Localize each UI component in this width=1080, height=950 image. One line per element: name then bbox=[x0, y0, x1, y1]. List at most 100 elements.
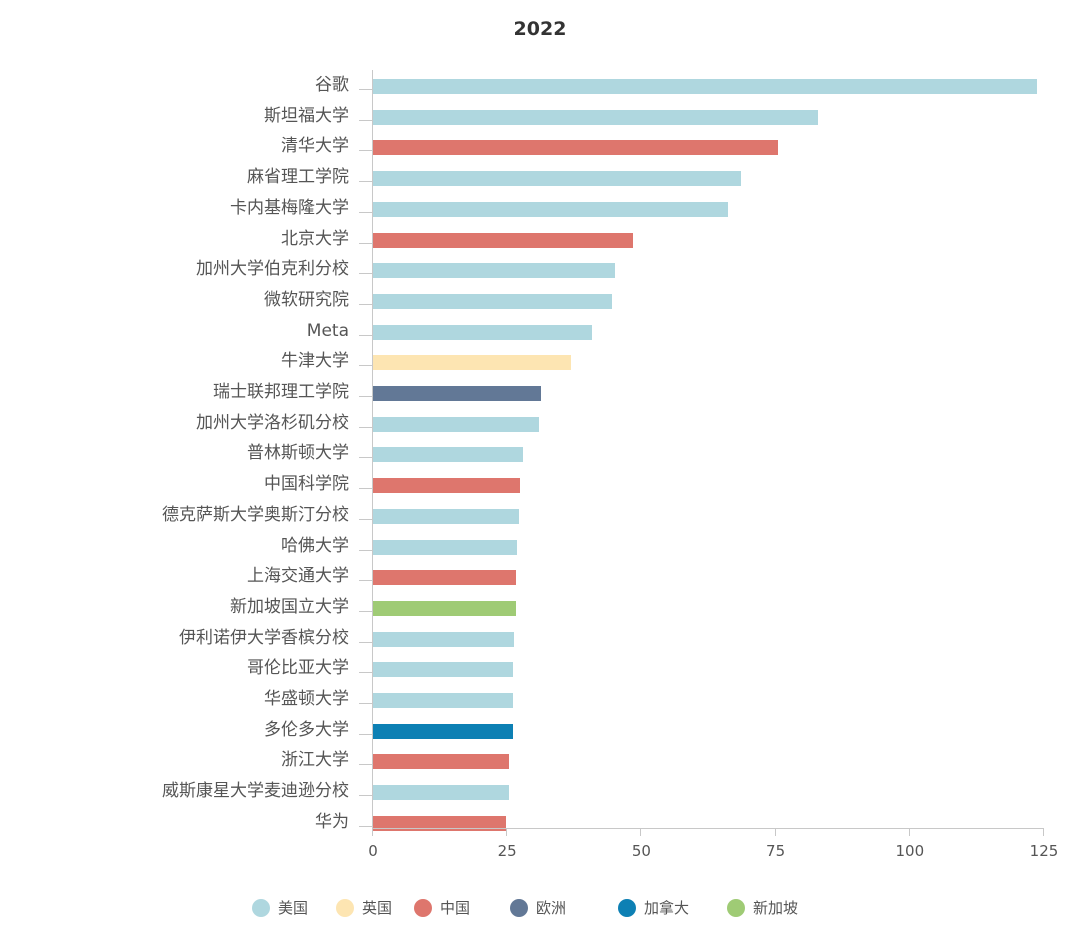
legend-item[interactable]: 欧洲 bbox=[510, 897, 566, 918]
bar[interactable] bbox=[373, 570, 516, 586]
legend-dot-icon bbox=[727, 898, 745, 917]
bar[interactable] bbox=[373, 386, 542, 401]
x-tick bbox=[506, 828, 508, 836]
category-label: 卡内基梅隆大学 bbox=[230, 197, 349, 218]
category-label: 麻省理工学院 bbox=[247, 167, 349, 188]
y-tick bbox=[359, 518, 372, 520]
y-tick bbox=[359, 334, 372, 336]
bar[interactable] bbox=[373, 232, 633, 248]
category-label: 牛津大学 bbox=[281, 351, 349, 372]
category-label: 伊利诺伊大学香槟分校 bbox=[179, 627, 349, 648]
y-tick bbox=[359, 610, 372, 612]
bar[interactable] bbox=[373, 600, 516, 616]
legend-dot-icon bbox=[414, 898, 432, 917]
legend-label: 欧洲 bbox=[536, 899, 567, 917]
legend-dot-icon bbox=[336, 898, 354, 917]
chart-title: 2022 bbox=[513, 18, 567, 40]
x-axis-line bbox=[372, 828, 1044, 829]
bar[interactable] bbox=[373, 201, 728, 217]
bar[interactable] bbox=[373, 171, 742, 187]
x-tick bbox=[1043, 828, 1044, 836]
category-label: 浙江大学 bbox=[281, 750, 349, 771]
legend-label: 英国 bbox=[362, 899, 393, 917]
y-tick bbox=[359, 549, 372, 551]
bar[interactable] bbox=[373, 79, 1038, 94]
category-label: 加州大学伯克利分校 bbox=[196, 259, 349, 280]
legend-item[interactable]: 新加坡 bbox=[727, 897, 798, 918]
category-label: 普林斯顿大学 bbox=[247, 443, 349, 464]
bar[interactable] bbox=[373, 631, 515, 647]
bar[interactable] bbox=[373, 478, 521, 494]
bar[interactable] bbox=[373, 293, 612, 309]
bar[interactable] bbox=[373, 140, 778, 156]
category-label: Meta bbox=[306, 320, 349, 341]
category-label: 谷歌 bbox=[315, 75, 349, 95]
category-label: 瑞士联邦理工学院 bbox=[213, 382, 349, 402]
y-tick bbox=[359, 426, 372, 428]
y-tick bbox=[359, 150, 372, 152]
bar[interactable] bbox=[373, 324, 592, 340]
y-tick bbox=[359, 303, 372, 305]
x-tick bbox=[908, 828, 910, 836]
category-label: 威斯康星大学麦迪逊分校 bbox=[162, 781, 349, 802]
category-label: 北京大学 bbox=[281, 228, 349, 249]
category-label: 多伦多大学 bbox=[264, 719, 349, 740]
x-tick-label: 100 bbox=[895, 842, 925, 860]
bar[interactable] bbox=[373, 785, 509, 801]
y-tick bbox=[359, 795, 372, 797]
category-label: 哥伦比亚大学 bbox=[247, 658, 349, 679]
y-tick bbox=[359, 825, 372, 827]
y-tick bbox=[359, 211, 372, 213]
category-label: 上海交通大学 bbox=[247, 566, 349, 587]
y-tick bbox=[359, 396, 372, 397]
legend-dot-icon bbox=[252, 898, 270, 917]
y-tick bbox=[359, 89, 372, 90]
bar[interactable] bbox=[373, 447, 523, 463]
y-tick bbox=[359, 365, 372, 367]
y-tick bbox=[359, 242, 372, 244]
category-label: 新加坡国立大学 bbox=[230, 596, 349, 617]
y-tick bbox=[359, 273, 372, 275]
category-label: 中国科学院 bbox=[264, 474, 349, 495]
legend-item[interactable]: 美国 bbox=[252, 897, 308, 918]
bar[interactable] bbox=[373, 754, 509, 770]
category-label: 加州大学洛杉矶分校 bbox=[196, 412, 349, 433]
legend-dot-icon bbox=[618, 898, 636, 917]
x-tick bbox=[372, 828, 373, 836]
legend-label: 新加坡 bbox=[753, 899, 799, 917]
bar[interactable] bbox=[373, 815, 507, 831]
legend: 美国 英国 中国 欧洲 加拿大 新加坡 bbox=[0, 897, 1080, 921]
bar[interactable] bbox=[373, 355, 572, 371]
category-label: 哈佛大学 bbox=[281, 535, 349, 556]
y-tick bbox=[359, 703, 372, 704]
bar[interactable] bbox=[373, 693, 514, 708]
y-tick bbox=[359, 580, 372, 582]
y-tick bbox=[359, 764, 372, 766]
bar[interactable] bbox=[373, 539, 517, 555]
y-tick bbox=[359, 488, 372, 490]
legend-item[interactable]: 英国 bbox=[336, 897, 392, 918]
x-tick-label: 25 bbox=[497, 842, 517, 860]
bar[interactable] bbox=[373, 109, 818, 125]
x-tick bbox=[640, 828, 642, 836]
legend-dot-icon bbox=[510, 898, 528, 917]
legend-item[interactable]: 中国 bbox=[414, 897, 470, 918]
category-label: 德克萨斯大学奥斯汀分校 bbox=[162, 504, 349, 525]
legend-item[interactable]: 加拿大 bbox=[618, 897, 689, 918]
category-label: 华为 bbox=[315, 811, 349, 832]
bar[interactable] bbox=[373, 662, 514, 678]
bar[interactable] bbox=[373, 508, 519, 524]
y-tick bbox=[359, 457, 372, 459]
legend-label: 中国 bbox=[440, 899, 471, 917]
category-label: 微软研究院 bbox=[264, 289, 349, 310]
bar[interactable] bbox=[373, 723, 514, 739]
y-tick bbox=[359, 641, 372, 643]
x-tick-label: 0 bbox=[368, 842, 378, 860]
y-tick bbox=[359, 733, 372, 735]
y-tick bbox=[359, 672, 372, 674]
x-tick bbox=[774, 828, 776, 836]
x-tick-label: 50 bbox=[631, 842, 651, 860]
category-label: 斯坦福大学 bbox=[264, 105, 349, 126]
bar[interactable] bbox=[373, 263, 616, 279]
bar[interactable] bbox=[373, 416, 539, 432]
